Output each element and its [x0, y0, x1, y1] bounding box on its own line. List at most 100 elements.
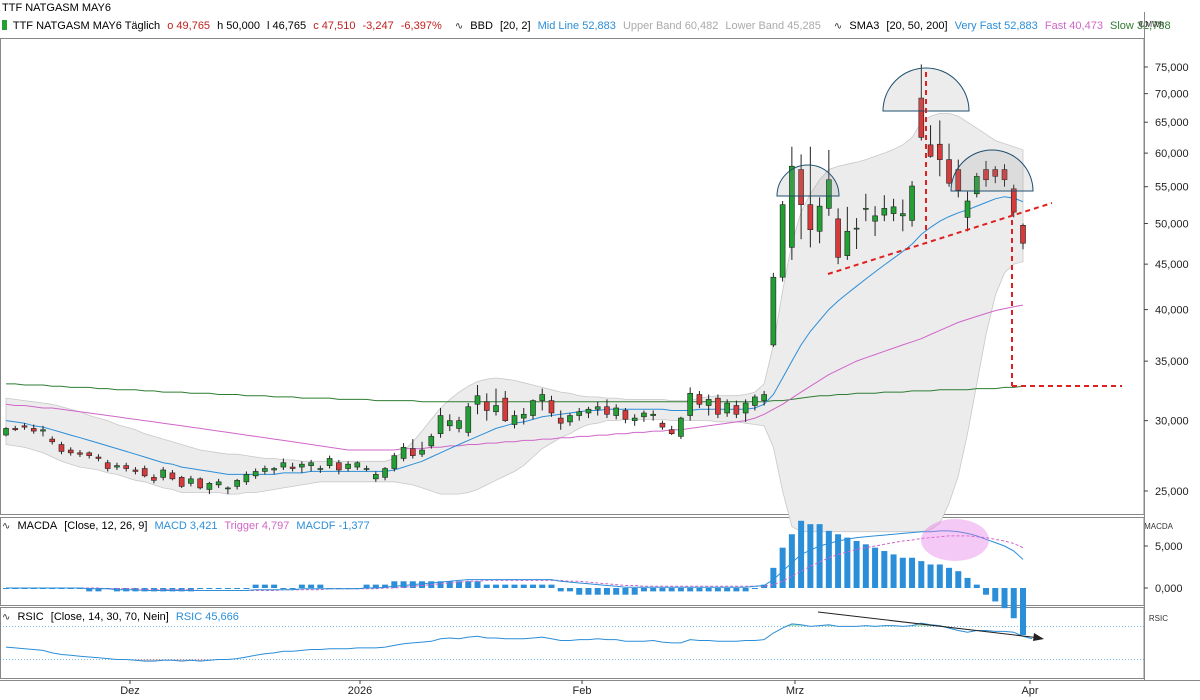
time-tick-label: Mrz [786, 685, 804, 697]
macd-histogram-bar [585, 588, 592, 595]
candle-body [678, 417, 684, 437]
top-arc-annotation [776, 164, 840, 197]
legend-slow: Slow 32,788 [1110, 20, 1171, 32]
macd-histogram-bar [197, 588, 204, 589]
macd-trigger-line [6, 535, 1024, 591]
macd-histogram-bar [363, 584, 370, 588]
macd-histogram-bar [687, 588, 694, 592]
legend-instrument[interactable]: TTF NATGASM MAY6 Täglich [12, 20, 161, 32]
candle-body [530, 400, 536, 416]
macd-histogram-bar [243, 588, 250, 589]
rsi-legend-name[interactable]: RSIC [17, 611, 44, 623]
candle-body [114, 465, 120, 468]
window-title-text: TTF NATGASM MAY6 [2, 2, 111, 14]
candle-body [49, 438, 56, 443]
macd-histogram-bar [261, 584, 268, 588]
candle-body [853, 227, 860, 230]
wave-icon: ∿ [2, 612, 11, 623]
candle-body [225, 487, 231, 490]
macd-histogram-bar [714, 588, 721, 592]
candle-body [761, 394, 767, 401]
macd-histogram-bar [372, 584, 379, 588]
macd-histogram-bar [853, 540, 860, 588]
macd-legend-name[interactable]: MACDA [17, 520, 58, 532]
macd-histogram-bar [862, 544, 869, 588]
price-tick-label: 75,000 [1155, 62, 1189, 74]
candle-body [354, 462, 361, 468]
bollinger-band [5, 113, 1024, 533]
macd-histogram-bar [946, 567, 953, 588]
candle-body [881, 208, 888, 216]
candle-body [844, 230, 851, 256]
macd-histogram-bar [955, 571, 962, 588]
macd-histogram-bar [474, 581, 481, 588]
candle-body [58, 444, 65, 452]
candle-body [687, 393, 693, 416]
candle-body [345, 463, 351, 469]
macd-histogram-bar [150, 588, 157, 592]
candle-body [696, 394, 703, 405]
unit-label: €/MWh [1138, 20, 1164, 29]
macd-histogram-bar [742, 588, 749, 592]
macd-legend-macdf: MACDF -1,377 [296, 520, 370, 532]
candle-body [215, 481, 222, 486]
price-tick-label: 70,000 [1155, 89, 1189, 101]
macd-highlight-annotation [921, 519, 989, 561]
candle-body [816, 205, 823, 232]
macd-histogram-bar [446, 581, 453, 588]
macd-histogram-bar [788, 534, 795, 588]
top-arc-annotation [882, 67, 970, 112]
candle-body [104, 462, 111, 469]
macd-histogram-bar [566, 588, 573, 592]
macd-histogram-bar [668, 588, 675, 592]
macd-histogram-bar [400, 581, 407, 588]
legend-high: h 50,000 [217, 20, 260, 32]
candle-body [188, 478, 194, 484]
time-tick-label: Dez [120, 685, 140, 697]
macd-histogram-bar [215, 588, 222, 589]
macd-histogram-bar [659, 588, 666, 592]
candle-body [299, 463, 305, 468]
wave-icon: ∿ [454, 21, 464, 32]
candle-body [160, 469, 166, 478]
candle-body [863, 208, 869, 210]
rsi-line [5, 622, 1033, 662]
macd-histogram-bar [899, 557, 906, 588]
macd-tick-label: 5,000 [1155, 541, 1183, 553]
macd-histogram-bar [733, 588, 740, 592]
candle-body [872, 215, 878, 222]
candle-body [983, 169, 989, 181]
candle-body [641, 412, 647, 418]
candle-body [1020, 225, 1026, 244]
candle-body [40, 429, 46, 432]
macd-panel-label: MACDA [1144, 522, 1173, 531]
candle-body [86, 452, 93, 456]
candle-body [419, 449, 425, 455]
macd-histogram-bar [973, 584, 980, 588]
macd-tick-label: 0,000 [1155, 583, 1183, 595]
macd-histogram-bar [613, 588, 620, 595]
macd-histogram-bar [187, 588, 194, 592]
candle-body [77, 452, 83, 455]
rsi-overbought-fill [6, 623, 1033, 627]
macd-histogram-bar [419, 581, 426, 588]
macd-histogram-bar [1001, 588, 1008, 609]
candle-body [650, 413, 656, 416]
legend-sma-name[interactable]: SMA3 [849, 20, 880, 32]
legend-upper-band: Upper Band 60,482 [622, 20, 719, 32]
macd-histogram-bar [289, 588, 296, 589]
legend-sma-params: [20, 50, 200] [886, 20, 948, 32]
macd-line [6, 530, 1024, 591]
macd-histogram-bar [465, 581, 472, 588]
candle-body [95, 456, 102, 459]
macd-histogram-bar [280, 588, 287, 589]
macd-histogram-bar [761, 584, 768, 588]
macd-histogram-bar [844, 537, 851, 588]
macd-legend-trigger: Trigger 4,797 [224, 520, 290, 532]
price-tick-label: 55,000 [1155, 182, 1189, 194]
time-tick-label: 2026 [348, 685, 372, 697]
macd-histogram-bar [835, 534, 842, 588]
legend-bbd-name[interactable]: BBD [470, 20, 493, 32]
candle-body [604, 406, 610, 415]
